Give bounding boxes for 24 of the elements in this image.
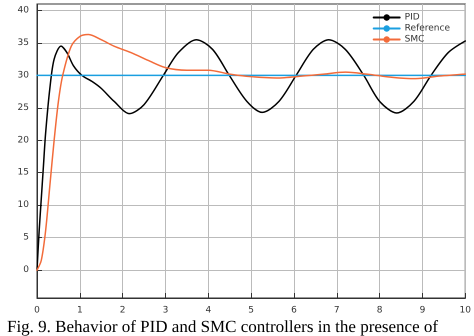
x-tick-label: 10	[460, 306, 472, 316]
x-tick-label: 1	[76, 306, 83, 316]
y-tick-label: 15	[18, 168, 29, 178]
x-tick-label: 7	[334, 306, 340, 316]
legend-label: Reference	[404, 24, 450, 34]
legend-label: PID	[404, 12, 420, 22]
y-tick-label: 40	[18, 5, 30, 16]
x-tick-label: 5	[248, 306, 254, 316]
x-tick-label: 6	[291, 306, 298, 316]
y-tick-label: 5	[23, 232, 29, 243]
y-tick-label: 20	[18, 135, 30, 146]
y-tick-label: 30	[18, 70, 30, 80]
x-tick-label: 8	[376, 306, 383, 316]
legend-label: SMC	[404, 34, 424, 44]
caption: Fig. 9. Behavior of PID and SMC controllers in the presence of	[7, 317, 438, 336]
y-tick-label: 35	[18, 38, 29, 48]
x-tick-label: 4	[205, 306, 212, 316]
y-tick-label: 0	[23, 265, 30, 276]
x-tick-label: 9	[420, 306, 426, 316]
x-tick-label: 2	[120, 306, 126, 316]
y-tick-label: 10	[18, 200, 30, 210]
x-tick-label: 3	[162, 306, 168, 316]
x-tick-label: 0	[34, 306, 40, 316]
y-tick-label: 25	[18, 102, 29, 113]
